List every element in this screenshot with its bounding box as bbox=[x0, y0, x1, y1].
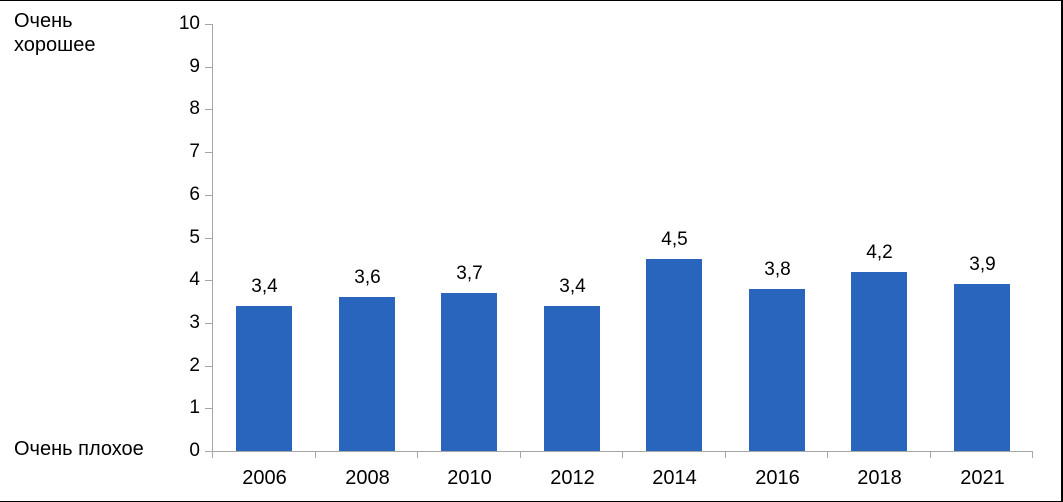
x-tick-mark bbox=[520, 452, 521, 458]
bar bbox=[646, 259, 702, 451]
x-tick-mark bbox=[212, 452, 213, 458]
y-tick-mark bbox=[205, 408, 212, 409]
y-tick-mark bbox=[205, 109, 212, 110]
x-tick-mark bbox=[417, 452, 418, 458]
x-tick-label: 2018 bbox=[857, 467, 902, 489]
bar-value-label: 3,8 bbox=[764, 259, 791, 280]
y-tick-label: 5 bbox=[189, 227, 200, 248]
y-tick-label: 1 bbox=[189, 397, 200, 418]
x-tick-label: 2012 bbox=[550, 467, 595, 489]
bar-value-label: 3,4 bbox=[251, 276, 278, 297]
y-tick-mark bbox=[205, 366, 212, 367]
bar-value-label: 3,6 bbox=[354, 267, 381, 288]
y-tick-label: 9 bbox=[189, 56, 200, 77]
bar bbox=[544, 306, 600, 451]
y-axis-label-bottom: Очень плохое bbox=[14, 438, 144, 460]
bar bbox=[954, 284, 1010, 451]
bar bbox=[851, 272, 907, 451]
x-tick-mark bbox=[827, 452, 828, 458]
bar-value-label: 3,4 bbox=[559, 276, 586, 297]
bar bbox=[749, 289, 805, 451]
y-tick-mark bbox=[205, 280, 212, 281]
y-tick-mark bbox=[205, 24, 212, 25]
y-tick-mark bbox=[205, 195, 212, 196]
bar-value-label: 3,7 bbox=[456, 263, 483, 284]
y-tick-label: 4 bbox=[189, 269, 200, 290]
y-tick-mark bbox=[205, 451, 212, 452]
x-tick-mark bbox=[315, 452, 316, 458]
x-tick-label: 2021 bbox=[960, 467, 1005, 489]
y-tick-label: 0 bbox=[189, 440, 200, 461]
y-tick-label: 7 bbox=[189, 141, 200, 162]
bar bbox=[441, 293, 497, 451]
bar-value-label: 4,5 bbox=[661, 229, 688, 250]
x-tick-mark bbox=[622, 452, 623, 458]
x-tick-label: 2010 bbox=[447, 467, 492, 489]
plot-area bbox=[212, 24, 1033, 452]
y-axis-label-top: Очень хорошее bbox=[14, 10, 96, 56]
bar-value-label: 4,2 bbox=[866, 242, 893, 263]
x-tick-mark bbox=[725, 452, 726, 458]
y-tick-mark bbox=[205, 152, 212, 153]
x-tick-label: 2014 bbox=[652, 467, 697, 489]
y-tick-mark bbox=[205, 323, 212, 324]
x-tick-label: 2016 bbox=[755, 467, 800, 489]
bar bbox=[236, 306, 292, 451]
x-tick-label: 2008 bbox=[345, 467, 390, 489]
y-tick-label: 2 bbox=[189, 355, 200, 376]
y-tick-label: 3 bbox=[189, 312, 200, 333]
x-tick-label: 2006 bbox=[242, 467, 287, 489]
y-tick-mark bbox=[205, 67, 212, 68]
bar bbox=[339, 297, 395, 451]
x-tick-mark bbox=[1032, 452, 1033, 458]
y-tick-label: 8 bbox=[189, 98, 200, 119]
bar-value-label: 3,9 bbox=[969, 254, 996, 275]
y-tick-label: 6 bbox=[189, 184, 200, 205]
x-tick-mark bbox=[930, 452, 931, 458]
y-tick-mark bbox=[205, 238, 212, 239]
y-tick-label: 10 bbox=[178, 13, 200, 34]
